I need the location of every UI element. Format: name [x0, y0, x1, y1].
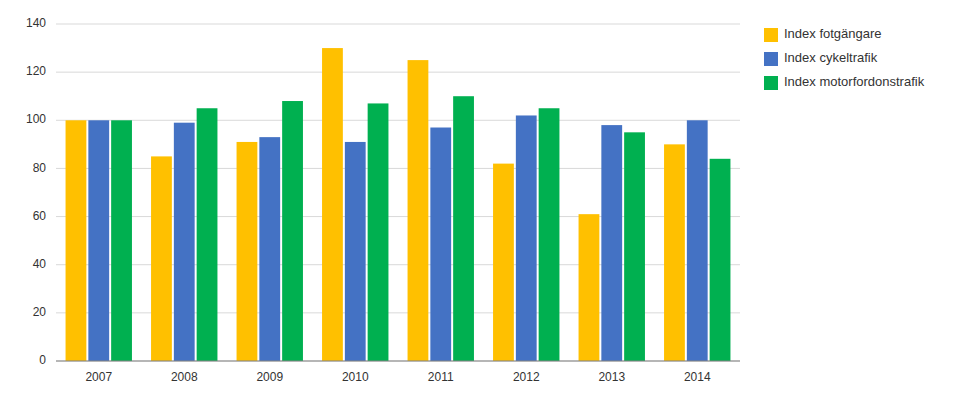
bar [197, 108, 218, 361]
bar [493, 164, 514, 361]
x-tick-label: 2014 [684, 370, 711, 384]
legend: Index fotgängare Index cykeltrafik Index m… [764, 26, 925, 90]
x-ticks: 2007 2008 2009 2010 2011 2012 2013 2014 [85, 370, 711, 384]
bar [430, 128, 451, 361]
bar [151, 156, 172, 361]
x-tick-label: 2011 [428, 370, 454, 384]
bar [579, 214, 600, 361]
chart-svg: 0204060801001201402007200820092010201120… [0, 0, 980, 401]
y-tick-label: 40 [33, 257, 47, 271]
bar [453, 96, 474, 361]
bar [282, 101, 303, 361]
x-tick-label: 2009 [256, 370, 283, 384]
bar-series [88, 115, 707, 361]
grid-line [56, 120, 740, 121]
y-ticks: 0 20 40 60 80 100 120 140 [26, 16, 46, 367]
grid-line [56, 24, 740, 25]
bar-series [66, 48, 685, 361]
legend-label: Index motorfordonstrafik [784, 74, 925, 89]
bar [88, 120, 109, 361]
y-tick-label: 140 [26, 16, 46, 30]
grid [56, 24, 740, 361]
bar [259, 137, 280, 361]
legend-swatch [764, 76, 778, 90]
legend-label: Index cykeltrafik [784, 50, 878, 65]
x-tick-label: 2010 [342, 370, 369, 384]
bar [345, 142, 366, 361]
y-tick-label: 120 [26, 64, 46, 78]
bar [368, 103, 389, 361]
legend-label: Index fotgängare [784, 26, 882, 41]
bar-series [111, 96, 730, 361]
grid-line [56, 72, 740, 73]
bar [539, 108, 560, 361]
bar [66, 120, 87, 361]
bar [516, 115, 537, 361]
x-tick-label: 2007 [85, 370, 112, 384]
legend-swatch [764, 52, 778, 66]
x-tick-label: 2013 [598, 370, 625, 384]
y-tick-label: 60 [33, 209, 47, 223]
x-axis-line [56, 361, 740, 362]
bar [624, 132, 645, 361]
x-tick-label: 2008 [171, 370, 198, 384]
y-tick-label: 100 [26, 112, 46, 126]
grid-line [56, 361, 740, 362]
y-tick-label: 0 [39, 353, 46, 367]
bar [237, 142, 258, 361]
y-tick-label: 20 [33, 305, 47, 319]
bar [601, 125, 622, 361]
bar [710, 159, 731, 361]
bar [664, 144, 685, 361]
bar [322, 48, 343, 361]
x-tick-label: 2012 [513, 370, 540, 384]
bars [66, 48, 731, 361]
bar [111, 120, 132, 361]
legend-swatch [764, 28, 778, 42]
bar [174, 123, 195, 361]
chart-container: 0204060801001201402007200820092010201120… [0, 0, 980, 401]
y-tick-label: 80 [33, 161, 47, 175]
bar [687, 120, 708, 361]
bar [408, 60, 429, 361]
